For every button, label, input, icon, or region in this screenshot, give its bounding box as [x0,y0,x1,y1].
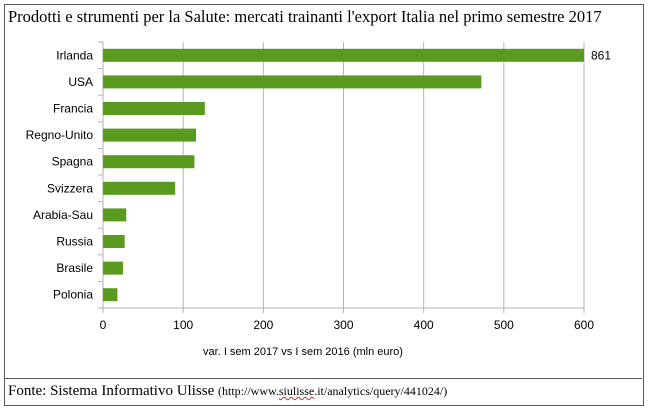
bar [103,48,584,62]
category-label: Svizzera [47,181,93,195]
bar [103,155,195,169]
category-label: Arabia-Sau [33,208,93,222]
x-tick-labels: 0 100 200 300 400 500 600 [100,318,595,332]
bar [103,261,124,275]
category-label: Polonia [53,288,93,302]
bar [103,102,205,115]
x-tick-label: 600 [574,318,594,332]
bar [103,208,127,222]
data-label: 861 [591,48,611,62]
source-label: Fonte: Sistema Informativo Ulisse [8,383,215,399]
x-tick-label: 500 [494,318,514,332]
bar [103,181,176,195]
x-tick-label: 400 [414,318,434,332]
bar [103,75,482,89]
chart-frame [4,4,644,406]
bar [103,288,118,302]
chart-title: Prodotti e strumenti per la Salute: merc… [8,7,602,26]
source-note: Fonte: Sistema Informativo Ulisse (http:… [4,378,642,404]
x-tick-label: 100 [173,318,193,332]
bar [103,235,125,248]
source-url[interactable]: (http://www.siulisse.it/analytics/query/… [217,384,448,398]
x-tick-label: 300 [333,318,353,332]
category-label: Francia [53,102,93,116]
category-label: Spagna [52,155,94,169]
category-label: Russia [56,235,93,249]
category-label: Brasile [56,261,93,275]
category-label: Irlanda [56,48,93,62]
x-tick-label: 0 [100,318,107,332]
category-labels: Irlanda USA Francia Regno-Unito Spagna Svizze… [26,48,94,301]
bars [103,48,584,302]
category-label: Regno-Unito [26,128,94,142]
data-labels: 861 [591,48,611,62]
bar [103,128,196,142]
category-label: USA [68,75,93,89]
x-axis-label: var. I sem 2017 vs I sem 2016 (mln euro) [203,346,403,358]
x-tick-label: 200 [253,318,273,332]
